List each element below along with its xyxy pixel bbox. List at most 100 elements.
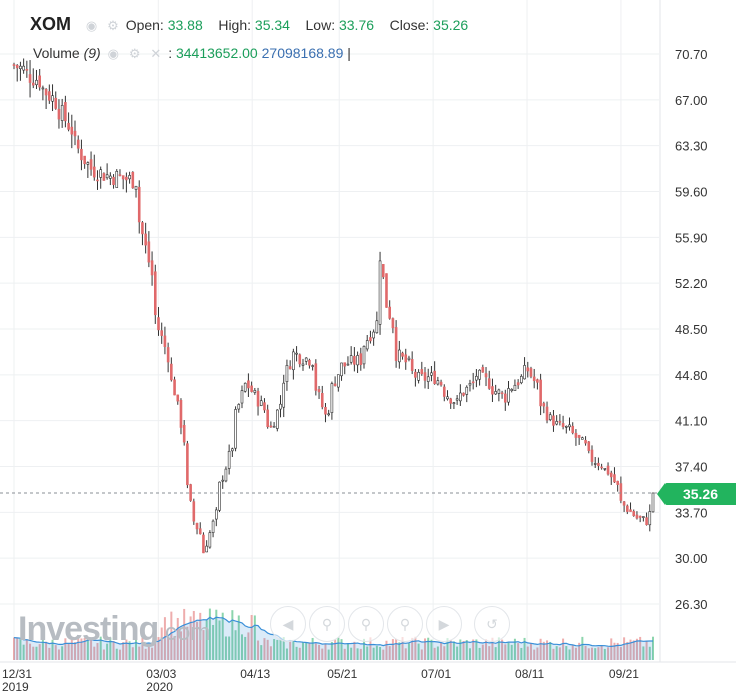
volume-bar	[228, 636, 231, 660]
candle-body	[269, 425, 273, 428]
y-tick-label: 37.40	[675, 460, 708, 475]
zoom-out-button[interactable]: ⚲	[309, 606, 345, 642]
close-icon[interactable]: ✕	[150, 46, 162, 62]
candle-body	[51, 95, 54, 102]
volume-bar	[645, 641, 648, 660]
candle-body	[568, 424, 571, 428]
volume-bar	[465, 640, 468, 660]
volume-bar	[542, 641, 545, 660]
volume-bar	[109, 637, 112, 660]
candle-body	[243, 382, 247, 392]
candle-body	[590, 449, 594, 462]
volume-bar	[25, 639, 28, 660]
candle-body	[141, 222, 144, 235]
gear-icon[interactable]: ⚙	[128, 46, 141, 62]
candle-body	[166, 347, 170, 363]
volume-bar	[427, 637, 430, 660]
volume-bar	[205, 620, 208, 660]
x-tick-label: 07/01	[421, 667, 451, 681]
candle-body	[340, 362, 343, 377]
volume-bar	[218, 620, 221, 660]
volume-bar	[607, 647, 610, 660]
candle-body	[25, 69, 29, 71]
scroll-left-button[interactable]: ◀	[270, 606, 306, 642]
candle-body	[426, 376, 430, 382]
volume-bar	[324, 644, 327, 660]
volume-bar	[635, 638, 638, 660]
volume-bar	[273, 639, 276, 660]
candle-body	[182, 425, 186, 443]
candle-body	[31, 82, 35, 86]
candle-body	[468, 383, 472, 386]
candle-body	[314, 363, 318, 391]
x-tick-label: 04/13	[240, 667, 270, 681]
volume-bar	[430, 639, 433, 660]
candle-body	[420, 369, 424, 375]
gear-icon[interactable]: ⚙	[107, 18, 119, 34]
volume-bar	[96, 642, 99, 660]
candle-body	[462, 392, 465, 396]
y-tick-label: 59.60	[675, 185, 708, 200]
volume-bar	[151, 647, 154, 660]
volume-bar	[485, 639, 488, 660]
volume-bar	[623, 637, 626, 660]
scroll-right-button[interactable]: ▶	[426, 606, 462, 642]
candle-body	[112, 176, 115, 185]
volume-bar	[629, 639, 632, 660]
volume-bar	[501, 639, 504, 660]
volume-bar	[212, 624, 215, 660]
candle-body	[581, 437, 584, 440]
candle-body	[160, 330, 164, 336]
zoom-in-button[interactable]: ⚲	[387, 606, 423, 642]
volume-bar	[115, 648, 118, 660]
candle-body	[15, 64, 19, 69]
candle-body	[279, 403, 282, 410]
volume-bar	[517, 643, 520, 660]
volume-bar	[192, 610, 195, 660]
volume-bar	[83, 637, 86, 660]
volume-bar	[440, 642, 443, 660]
candle-body	[282, 382, 286, 408]
volume-bar	[231, 610, 234, 660]
candle-body	[102, 173, 106, 181]
eye-icon[interactable]: ◉	[107, 46, 119, 62]
volume-bar	[247, 632, 250, 660]
candle-body	[513, 384, 517, 391]
volume-bar	[346, 643, 349, 660]
reset-chart-button[interactable]: ↺	[474, 606, 510, 642]
candle-body	[532, 376, 536, 382]
eye-icon[interactable]: ◉	[85, 18, 98, 34]
candle-body	[28, 74, 32, 83]
volume-bar	[224, 636, 227, 660]
candle-body	[638, 515, 642, 518]
volume-bar	[404, 648, 407, 660]
volume-bar	[99, 636, 102, 660]
x-tick-label: 05/21	[327, 667, 357, 681]
candle-body	[285, 365, 289, 382]
symbol-label: XOM	[30, 14, 72, 34]
candle-body	[109, 175, 112, 179]
volume-bar	[456, 646, 459, 660]
volume-bar	[122, 642, 125, 660]
volume-bar	[420, 649, 423, 660]
candle-body	[545, 406, 549, 421]
volume-bar	[32, 646, 35, 660]
volume-bar	[70, 638, 73, 660]
volume-bar	[472, 639, 475, 660]
volume-bar	[356, 648, 359, 660]
zoom-reset-button[interactable]: ⚲	[348, 606, 384, 642]
candle-body	[263, 402, 266, 411]
candle-body	[555, 421, 558, 425]
close-value: 35.26	[433, 17, 469, 33]
candle-body	[308, 359, 311, 366]
volume-bar	[106, 643, 109, 660]
volume-bar	[372, 647, 375, 660]
volume-bar	[138, 646, 141, 660]
candle-body	[359, 353, 363, 366]
volume-bar	[433, 647, 436, 660]
candle-body	[365, 340, 369, 350]
candle-body	[105, 174, 109, 179]
volume-bar	[632, 640, 635, 660]
